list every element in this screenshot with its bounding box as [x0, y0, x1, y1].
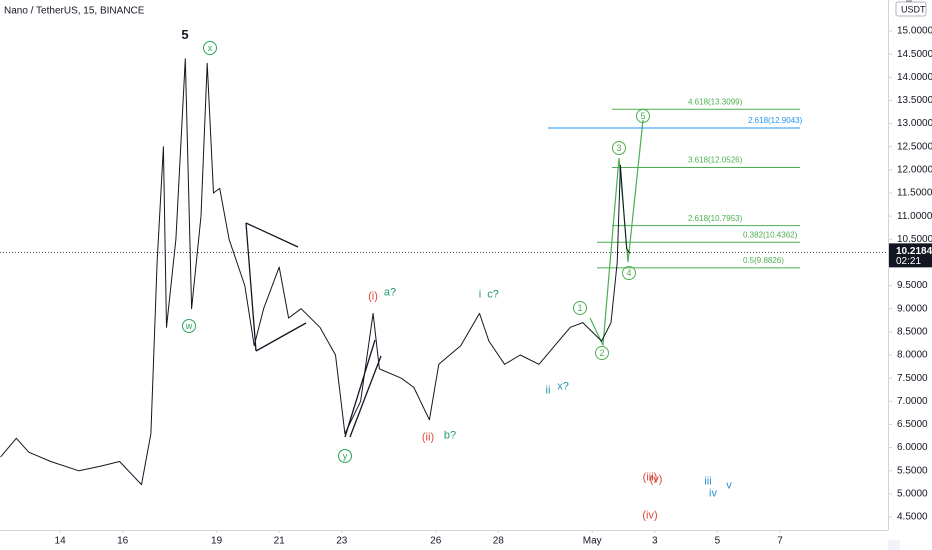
- fib-level-label: 3.618(12.0526): [688, 156, 743, 165]
- wave-label: 3: [616, 143, 621, 153]
- fib-level-label: 4.618(13.3099): [688, 97, 743, 106]
- wave-circle: [573, 301, 587, 315]
- wave-circle: [636, 109, 650, 123]
- wave-circle: [612, 141, 626, 155]
- x-tick-label: 28: [493, 536, 505, 547]
- wave-label: a?: [384, 286, 396, 298]
- wave-label: (iii): [643, 471, 658, 483]
- wave-label: c?: [487, 288, 499, 300]
- x-tick-label: 7: [777, 536, 783, 547]
- wave-label: v: [726, 479, 732, 491]
- fib-level-label: 0.382(10.4362): [743, 230, 798, 239]
- wave-label: (v): [650, 473, 663, 485]
- wave-label: iv: [709, 487, 717, 499]
- wave-projection: [589, 119, 644, 348]
- wave-circle: [338, 449, 352, 463]
- y-tick-label: 6.5000: [897, 419, 928, 430]
- currency-box[interactable]: [895, 1, 927, 17]
- fib-level-label: 2.618(10.7953): [688, 214, 743, 223]
- y-tick-label: 5.5000: [897, 465, 928, 476]
- wave-circle: [203, 41, 217, 55]
- x-tick-label: 21: [274, 536, 286, 547]
- wave-label: w: [185, 321, 193, 331]
- x-tick-label: 23: [336, 536, 348, 547]
- y-tick-label: 10.5000: [897, 234, 932, 245]
- wave-label: 5: [181, 27, 188, 42]
- y-tick-label: 8.5000: [897, 327, 928, 338]
- drawing-tools: [245, 222, 382, 438]
- currency-label[interactable]: USDT: [901, 4, 926, 14]
- currency-button[interactable]: USDT: [895, 1, 927, 17]
- last-price-label: 10.2184: [896, 246, 932, 257]
- fib-level-label: 2.618(12.9043): [748, 116, 803, 125]
- x-tick-label: 19: [211, 536, 223, 547]
- y-tick-label: 5.0000: [897, 489, 928, 500]
- fib-level-label: 0.5(9.8826): [743, 256, 784, 265]
- y-tick-label: 14.0000: [897, 72, 932, 83]
- y-tick-label: 6.0000: [897, 442, 928, 453]
- y-tick-label: 7.0000: [897, 396, 928, 407]
- y-tick-label: 13.0000: [897, 118, 932, 129]
- y-tick-label: 11.0000: [897, 211, 932, 222]
- wave-label: x?: [557, 380, 569, 392]
- price-line: [0, 58, 631, 486]
- wave-label: 1: [577, 303, 582, 313]
- x-tick-label: 5: [715, 536, 721, 547]
- x-tick-label: 14: [55, 536, 67, 547]
- wave-label: iii: [704, 475, 711, 487]
- wave-label: 5: [640, 111, 645, 121]
- y-tick-label: 14.5000: [897, 49, 932, 60]
- countdown-label: 02:21: [896, 256, 921, 267]
- x-tick-label: 16: [117, 536, 129, 547]
- y-tick-label: 7.5000: [897, 373, 928, 384]
- chart-title: Nano / TetherUS, 15, BINANCE: [4, 6, 145, 17]
- wave-label: 4: [626, 268, 631, 278]
- wave-label: ii: [546, 384, 551, 396]
- wedge-left: [344, 339, 376, 438]
- y-tick-label: 9.5000: [897, 280, 928, 291]
- x-tick-label: May: [583, 536, 602, 547]
- wave-label: x: [208, 43, 213, 53]
- x-tick-label: 3: [652, 536, 658, 547]
- wedge-right: [349, 355, 382, 438]
- y-tick-label: 11.5000: [897, 188, 932, 199]
- wave-label: (ii): [422, 431, 434, 443]
- wave-label: b?: [444, 429, 456, 441]
- last-price-box: [889, 243, 932, 268]
- wave-label: 2: [599, 348, 604, 358]
- triangle-top: [245, 222, 299, 248]
- wave-circle: [595, 346, 609, 360]
- y-tick-label: 9.0000: [897, 303, 928, 314]
- y-tick-label: 12.0000: [897, 165, 932, 176]
- y-tick-label: 4.5000: [897, 512, 928, 523]
- wave-label: i: [479, 288, 481, 300]
- wave-label: y: [343, 451, 348, 461]
- triangle-bottom: [255, 322, 307, 352]
- wave-label: (iv): [642, 509, 657, 521]
- y-tick-label: 12.5000: [897, 141, 932, 152]
- x-tick-label: 26: [430, 536, 442, 547]
- corner-button[interactable]: [888, 540, 900, 550]
- y-tick-label: 8.0000: [897, 350, 928, 361]
- y-tick-label: 13.5000: [897, 95, 932, 106]
- wave-label: (i): [368, 290, 378, 302]
- triangle-left: [245, 222, 257, 352]
- y-tick-label: 15.0000: [897, 26, 932, 37]
- wave-circle: [622, 266, 636, 280]
- wave-circle: [182, 319, 196, 333]
